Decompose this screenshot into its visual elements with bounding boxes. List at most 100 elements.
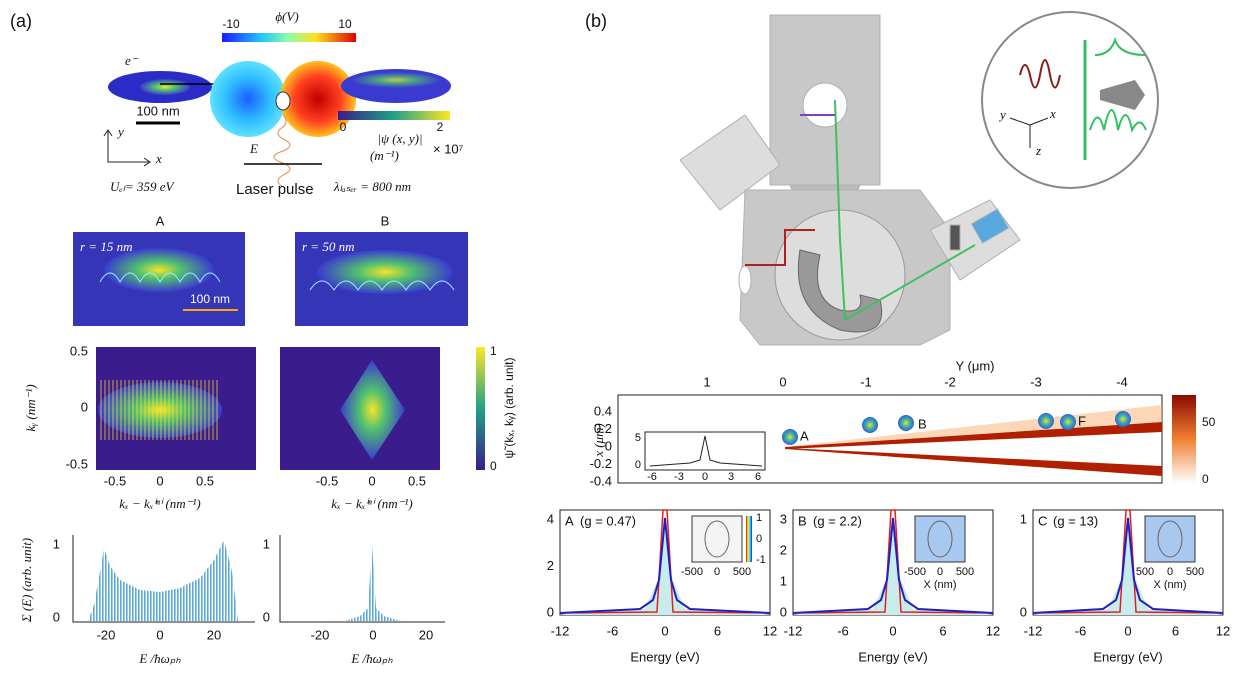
inset-tick-label: 500 <box>1136 566 1154 578</box>
x-tick-label: 0.5 <box>408 473 426 488</box>
x-tick-label: 0 <box>368 473 375 488</box>
x-tick-label: 0 <box>369 627 376 642</box>
y-tick-label: 1 <box>780 573 787 588</box>
x-tick-label: 20 <box>207 627 221 642</box>
colorbar <box>222 33 356 42</box>
particle <box>275 91 291 111</box>
colorbar <box>1172 395 1196 483</box>
y-tick-label: 1 <box>263 536 270 551</box>
x-axis-label: Energy (eV) <box>1093 649 1162 664</box>
inset-map <box>1144 515 1196 563</box>
x-tick-label: -2 <box>944 374 956 389</box>
colorbar-tick: 0 <box>340 120 347 134</box>
inset-tick-label: 0 <box>1167 566 1173 578</box>
x-axis-label: Energy (eV) <box>630 649 699 664</box>
x-tick-label: -12 <box>1024 623 1043 638</box>
spectrum-tag: B <box>798 513 807 528</box>
point-label: A <box>800 428 809 443</box>
radius-label: r = 50 nm <box>302 239 354 254</box>
colorbar-tick: 50 <box>1202 415 1216 429</box>
spectrum-fill <box>793 515 993 615</box>
colorbar-tick: 0 <box>1202 472 1209 486</box>
electron-core <box>140 79 190 95</box>
point-marker <box>1060 414 1076 430</box>
x-tick-label: -6 <box>1075 623 1087 638</box>
plume <box>785 448 1162 476</box>
y-tick-label: 0 <box>605 438 612 453</box>
beam <box>834 99 976 322</box>
point-label: B <box>918 416 927 431</box>
y-tick-label: -0.2 <box>590 456 612 471</box>
x-tick-label: 0 <box>1124 623 1131 638</box>
inset-tick-label: 0 <box>714 566 720 578</box>
point-marker <box>782 429 798 445</box>
apparatus <box>679 11 1159 346</box>
wavelength-label: λₗₐₛₑᵣ = 800 nm <box>333 179 411 194</box>
y-tick-label: 0 <box>1020 604 1027 619</box>
x-tick-label: 12 <box>763 623 777 638</box>
laser-label: Laser pulse <box>236 181 314 198</box>
x-tick-label: 20 <box>419 627 433 642</box>
y-tick-label: 2 <box>547 558 554 573</box>
map-y-label: x (μm) <box>591 423 606 458</box>
x-tick-label: 0 <box>661 623 668 638</box>
x-tick-label: 6 <box>939 623 946 638</box>
point-marker <box>1115 411 1131 427</box>
point-marker <box>1038 413 1054 429</box>
x-tick-label: 0 <box>779 374 786 389</box>
y-axis-label: kᵧ (nm⁻¹) <box>23 384 38 431</box>
x-tick-label: 1 <box>703 374 710 389</box>
y-tick-label: 0.2 <box>594 421 612 436</box>
map-frame <box>617 394 1163 484</box>
y-tick-label: 0 <box>780 604 787 619</box>
scale-label: 100 nm <box>190 292 230 306</box>
inset-tick-label: 5 <box>635 432 641 444</box>
y-tick-label: 0 <box>263 609 270 624</box>
x-tick-label: 12 <box>1216 623 1230 638</box>
axis-label: z <box>1035 143 1041 158</box>
scattered-core <box>351 72 441 88</box>
axis-label: y <box>998 107 1006 122</box>
inset-x-label: X (nm) <box>1154 579 1187 591</box>
colorbar-label: ϕ(V) <box>275 9 298 24</box>
colorbar-unit: (m⁻¹) <box>370 148 399 163</box>
inset-tick-label: -6 <box>647 471 657 483</box>
inset-tick-label: -500 <box>681 566 703 578</box>
x-tick-label: -1 <box>860 374 872 389</box>
spectrum-tag: C <box>1038 513 1047 528</box>
y-tick-label: 4 <box>547 511 554 526</box>
x-tick-label: -0.5 <box>316 473 338 488</box>
colorbar <box>476 347 485 470</box>
axes-icon <box>103 129 151 167</box>
x-tick-label: 6 <box>1172 623 1179 638</box>
y-tick-label: 1 <box>1020 511 1027 526</box>
inset-shape <box>927 520 953 558</box>
x-tick-label: 0 <box>156 473 163 488</box>
x-tick-label: -3 <box>1030 374 1042 389</box>
inset-tick-label: -3 <box>674 471 684 483</box>
colorbar-tick: 0 <box>490 459 497 473</box>
spectrum-blue <box>1032 517 1224 614</box>
inset-shape <box>704 520 730 558</box>
panel-label: (a) <box>10 11 32 31</box>
inset-tick-label: -500 <box>904 566 926 578</box>
x-tick-label: -6 <box>607 623 619 638</box>
x-tick-label: -20 <box>97 627 116 642</box>
density-blob <box>317 250 453 294</box>
histogram <box>88 540 238 621</box>
inset-spectrum <box>1094 36 1146 56</box>
x-axis-label: kₓ − kₓⁱⁿⁱ (nm⁻¹) <box>119 496 201 511</box>
inset-shape <box>1157 520 1183 558</box>
spectrum-tag: A <box>565 513 574 528</box>
y-tick-label: 0.5 <box>70 343 88 358</box>
axes-icon <box>1009 117 1049 148</box>
x-tick-label: -4 <box>1116 374 1128 389</box>
inset-colorbar <box>746 516 752 562</box>
spectrum-g: (g = 2.2) <box>813 513 862 528</box>
subpanel-title: A <box>156 213 165 228</box>
colorbar-label: ψ̃ (kₓ, kᵧ) (arb. unit) <box>502 357 516 458</box>
x-tick-label: -6 <box>837 623 849 638</box>
y-tick-label: 2 <box>780 542 787 557</box>
potential-positive <box>280 61 356 137</box>
